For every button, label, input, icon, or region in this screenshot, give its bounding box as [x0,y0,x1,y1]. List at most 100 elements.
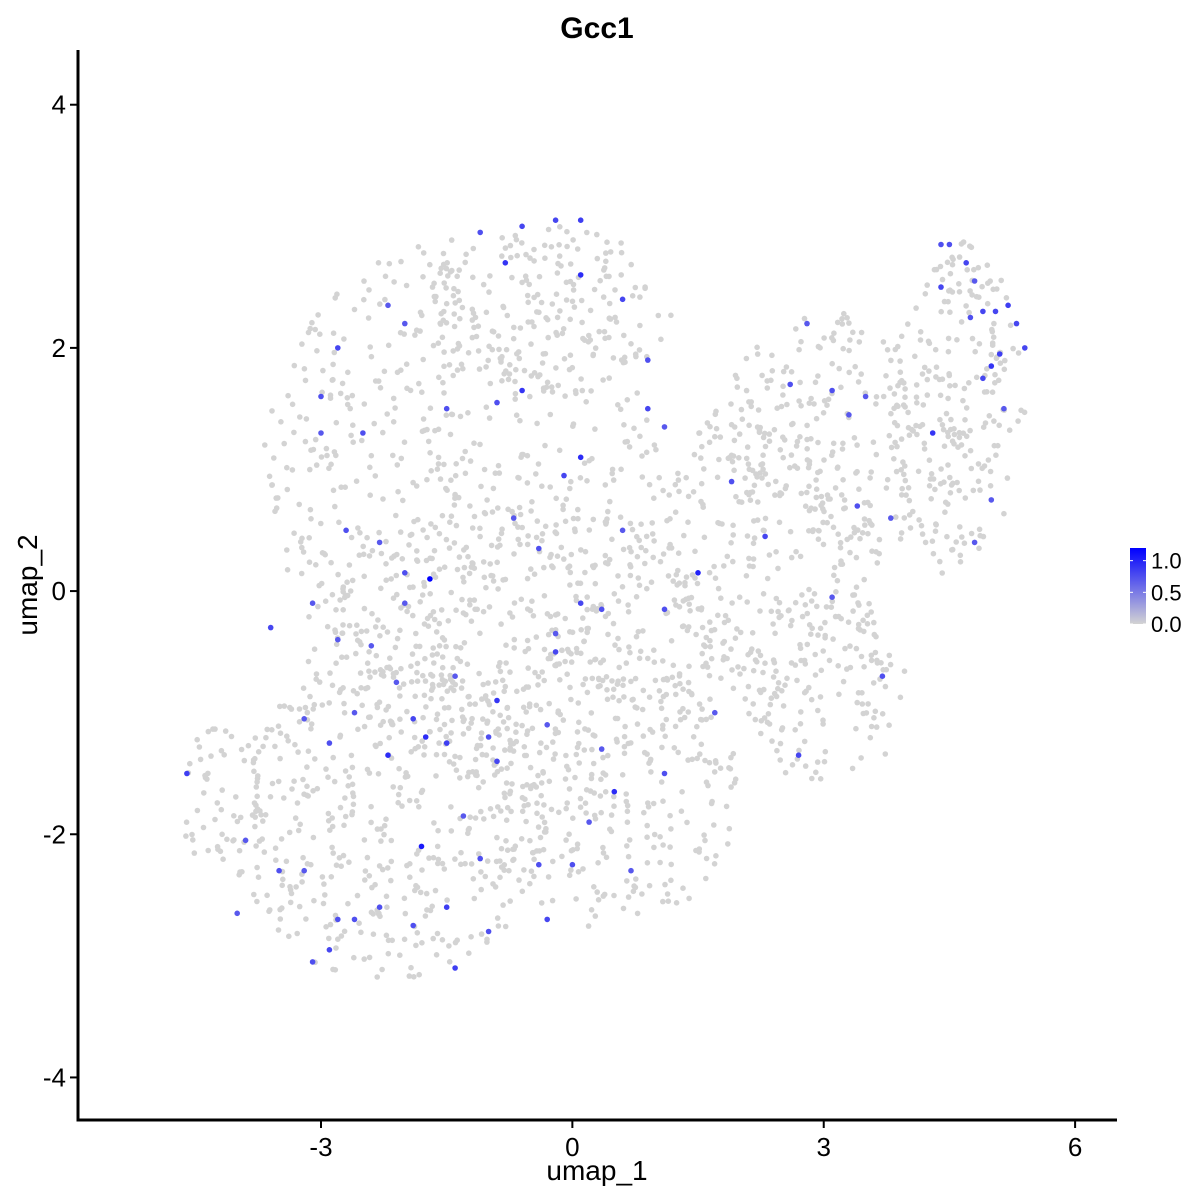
cell-point [607,249,614,255]
cell-point [417,599,424,605]
cell-point [310,788,316,794]
cell-point [254,864,260,871]
cell-point [624,843,630,849]
cell-point [420,672,426,679]
cell-point [468,861,475,867]
cell-point [949,289,956,295]
cell-point [329,682,336,689]
cell-point [636,347,643,353]
cell-point [255,749,262,755]
cell-point [698,741,705,748]
cell-point [736,594,743,600]
cell-point [813,477,819,483]
cell-point [346,562,353,568]
cell-point [745,683,752,690]
cell-point [535,673,542,680]
cell-point [554,270,561,276]
cell-point [949,438,956,445]
cell-point [388,837,395,844]
cell-point [614,715,621,722]
cell-point [361,278,367,284]
cell-point [818,502,824,509]
cell-point [789,762,796,768]
cell-point [354,622,360,628]
cell-point [427,612,434,619]
cell-point [782,769,789,776]
cell-point [315,312,321,318]
cell-point [362,868,369,874]
cell-point [684,627,691,634]
cell-point [465,350,472,356]
cell-point [344,579,350,585]
cell-point [617,406,624,413]
cell-point [438,607,445,613]
cell-point [516,355,523,362]
cell-point [895,382,901,389]
cell-point [592,426,598,432]
cell-point [750,667,757,674]
cell-point [464,661,471,667]
cell-point [764,385,771,391]
cell-point [991,320,997,327]
expressing-cell-point [1022,345,1028,351]
cell-point [281,703,288,709]
cell-point [657,859,663,866]
cell-point [417,309,424,316]
cell-point [460,718,467,725]
cell-point [646,882,653,889]
cell-point [868,723,875,730]
cell-point [490,745,496,751]
cell-point [989,340,996,346]
cell-point [353,650,359,657]
cell-point [458,861,464,868]
cell-point [644,834,650,840]
cell-point [398,665,404,672]
cell-point [750,556,757,562]
cell-point [483,404,490,411]
cell-point [595,897,602,903]
cell-point [660,898,666,905]
cell-point [859,690,865,696]
cell-point [494,834,500,841]
cell-point [297,414,303,420]
cell-point [761,430,768,437]
cell-point [736,431,743,437]
cell-point [797,641,803,648]
cell-point [606,300,613,307]
cell-point [574,729,581,735]
expressing-cell-point [502,260,509,266]
cell-point [811,591,818,597]
cell-point [932,486,938,493]
cell-point [592,913,599,919]
cell-point [408,679,415,685]
cell-point [567,485,573,492]
cell-point [594,231,600,238]
cell-point [937,558,943,565]
cell-point [344,592,351,599]
cell-point [776,599,783,606]
cell-point [984,389,990,395]
cell-point [414,678,421,684]
cell-point [673,900,680,906]
cell-point [744,599,750,605]
cell-point [505,376,512,383]
cell-point [287,704,293,711]
cell-point [296,903,303,910]
cell-point [289,401,296,408]
cell-point [302,438,309,445]
cell-point [416,643,423,650]
cell-point [783,364,790,370]
cell-point [311,897,317,904]
cell-point [563,837,569,843]
cell-point [321,881,327,887]
cell-point [545,631,552,638]
cell-point [938,466,944,472]
cell-point [397,693,403,699]
cell-point [398,258,404,265]
cell-point [541,819,548,826]
cell-point [835,464,841,471]
cell-point [494,559,501,566]
cell-point [397,716,403,722]
cell-point [621,743,628,750]
cell-point [395,488,401,495]
